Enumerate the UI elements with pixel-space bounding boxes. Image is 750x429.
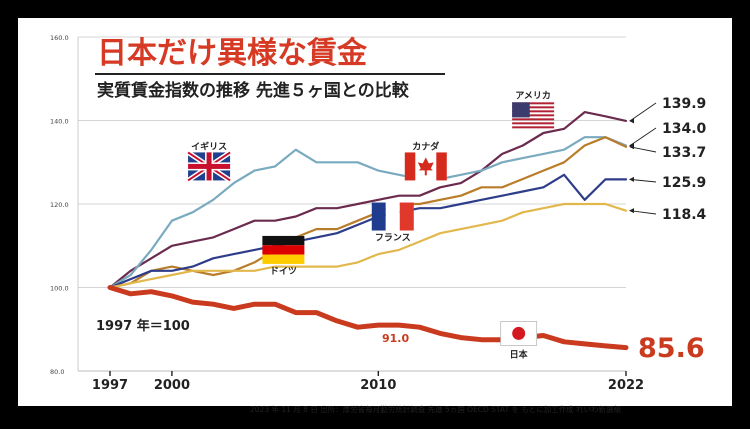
flag-label-usa: アメリカ (515, 90, 551, 101)
x-tick-2010: 2010 (360, 378, 396, 393)
usa-flag-stripe (512, 122, 555, 125)
end-leader-uk (629, 127, 657, 146)
flag-label-germany: ドイツ (270, 266, 297, 277)
title-underline (95, 73, 445, 75)
canada-flag-maple-leaf (417, 157, 434, 176)
series-line-germany (108, 202, 628, 289)
germany-flag-red (262, 245, 305, 255)
end-label-canada: 133.7 (662, 145, 706, 161)
series-line-japan (107, 285, 629, 351)
end-arrow-canada (629, 144, 634, 150)
source-note: 2023 年 11 月 8 日 出所：厚労省毎月勤労統計調査 先進 5ヵ国 OE… (250, 404, 622, 414)
y-tick-120.0: 120.0 (50, 201, 69, 209)
usa-flag-stripe (512, 114, 555, 117)
usa-flag-stripe (512, 126, 555, 129)
japan-flag-sun (512, 326, 526, 340)
grid (77, 36, 626, 372)
end-arrow-france (629, 176, 634, 182)
series-line-usa (108, 110, 628, 289)
france-flag-blue (371, 202, 386, 231)
y-tick-140.0: 140.0 (50, 118, 69, 126)
flag-japan: 日本 (500, 321, 538, 360)
usa-flag-stripe (512, 118, 555, 121)
series-lines (107, 110, 629, 351)
series-line-uk (108, 136, 628, 289)
end-label-germany: 118.4 (662, 207, 707, 223)
germany-flag-gold (262, 254, 305, 264)
flag-usa: アメリカ (512, 90, 555, 129)
y-axis-ticks: 80.0 100.0 120.0 140.0 160.0 (50, 34, 69, 376)
end-labels: 139.9 134.0 133.7 125.9 118.4 85.6 (629, 96, 707, 364)
end-label-uk: 134.0 (662, 121, 707, 137)
flag-label-canada: カナダ (412, 140, 439, 152)
series-line-france (108, 173, 628, 289)
usa-flag-stripe (512, 106, 555, 109)
end-label-usa: 139.9 (662, 96, 706, 112)
chart-subtitle: 実質賃金指数の推移 先進５ヶ国との比較 (97, 80, 410, 101)
canada-flag-left-band (404, 152, 416, 181)
chart-title: 日本だけ異様な賃金 (97, 36, 368, 71)
end-arrow-germany (629, 208, 634, 214)
france-flag-white (385, 202, 400, 231)
end-leader-germany (629, 210, 657, 215)
end-label-france: 125.9 (662, 175, 706, 191)
end-leader-usa (629, 102, 657, 122)
y-tick-100.0: 100.0 (50, 285, 69, 293)
germany-flag-black (262, 235, 305, 246)
end-leader-france (629, 178, 657, 183)
usa-flag-stripe (512, 110, 555, 113)
end-label-japan: 85.6 (638, 333, 705, 364)
flag-label-france: フランス (375, 233, 411, 244)
france-flag-red (399, 202, 414, 231)
uk-flag-horizontal-red (188, 163, 231, 169)
x-tick-2022: 2022 (608, 378, 644, 393)
end-leader-canada (629, 146, 657, 153)
canada-flag-right-band (436, 152, 447, 181)
flag-canada: カナダ (404, 140, 447, 181)
flag-uk: イギリス (186, 140, 232, 183)
japan-annotation: 91.0 (382, 332, 409, 345)
x-axis-ticks: 1997 2000 2010 2022 (92, 371, 644, 393)
base-note: 1997 年＝100 (96, 318, 190, 334)
x-tick-1997: 1997 (92, 378, 128, 393)
flag-label-uk: イギリス (191, 140, 227, 152)
flag-label-japan: 日本 (510, 348, 529, 360)
flag-france: フランス (371, 202, 414, 244)
end-arrow-usa (629, 118, 634, 124)
y-tick-160.0: 160.0 (50, 34, 69, 42)
usa-flag-canton (512, 102, 530, 118)
usa-flag-stripe (512, 102, 555, 105)
y-tick-80.0: 80.0 (50, 368, 64, 376)
x-tick-2000: 2000 (154, 378, 190, 393)
flag-germany: ドイツ (262, 235, 305, 277)
